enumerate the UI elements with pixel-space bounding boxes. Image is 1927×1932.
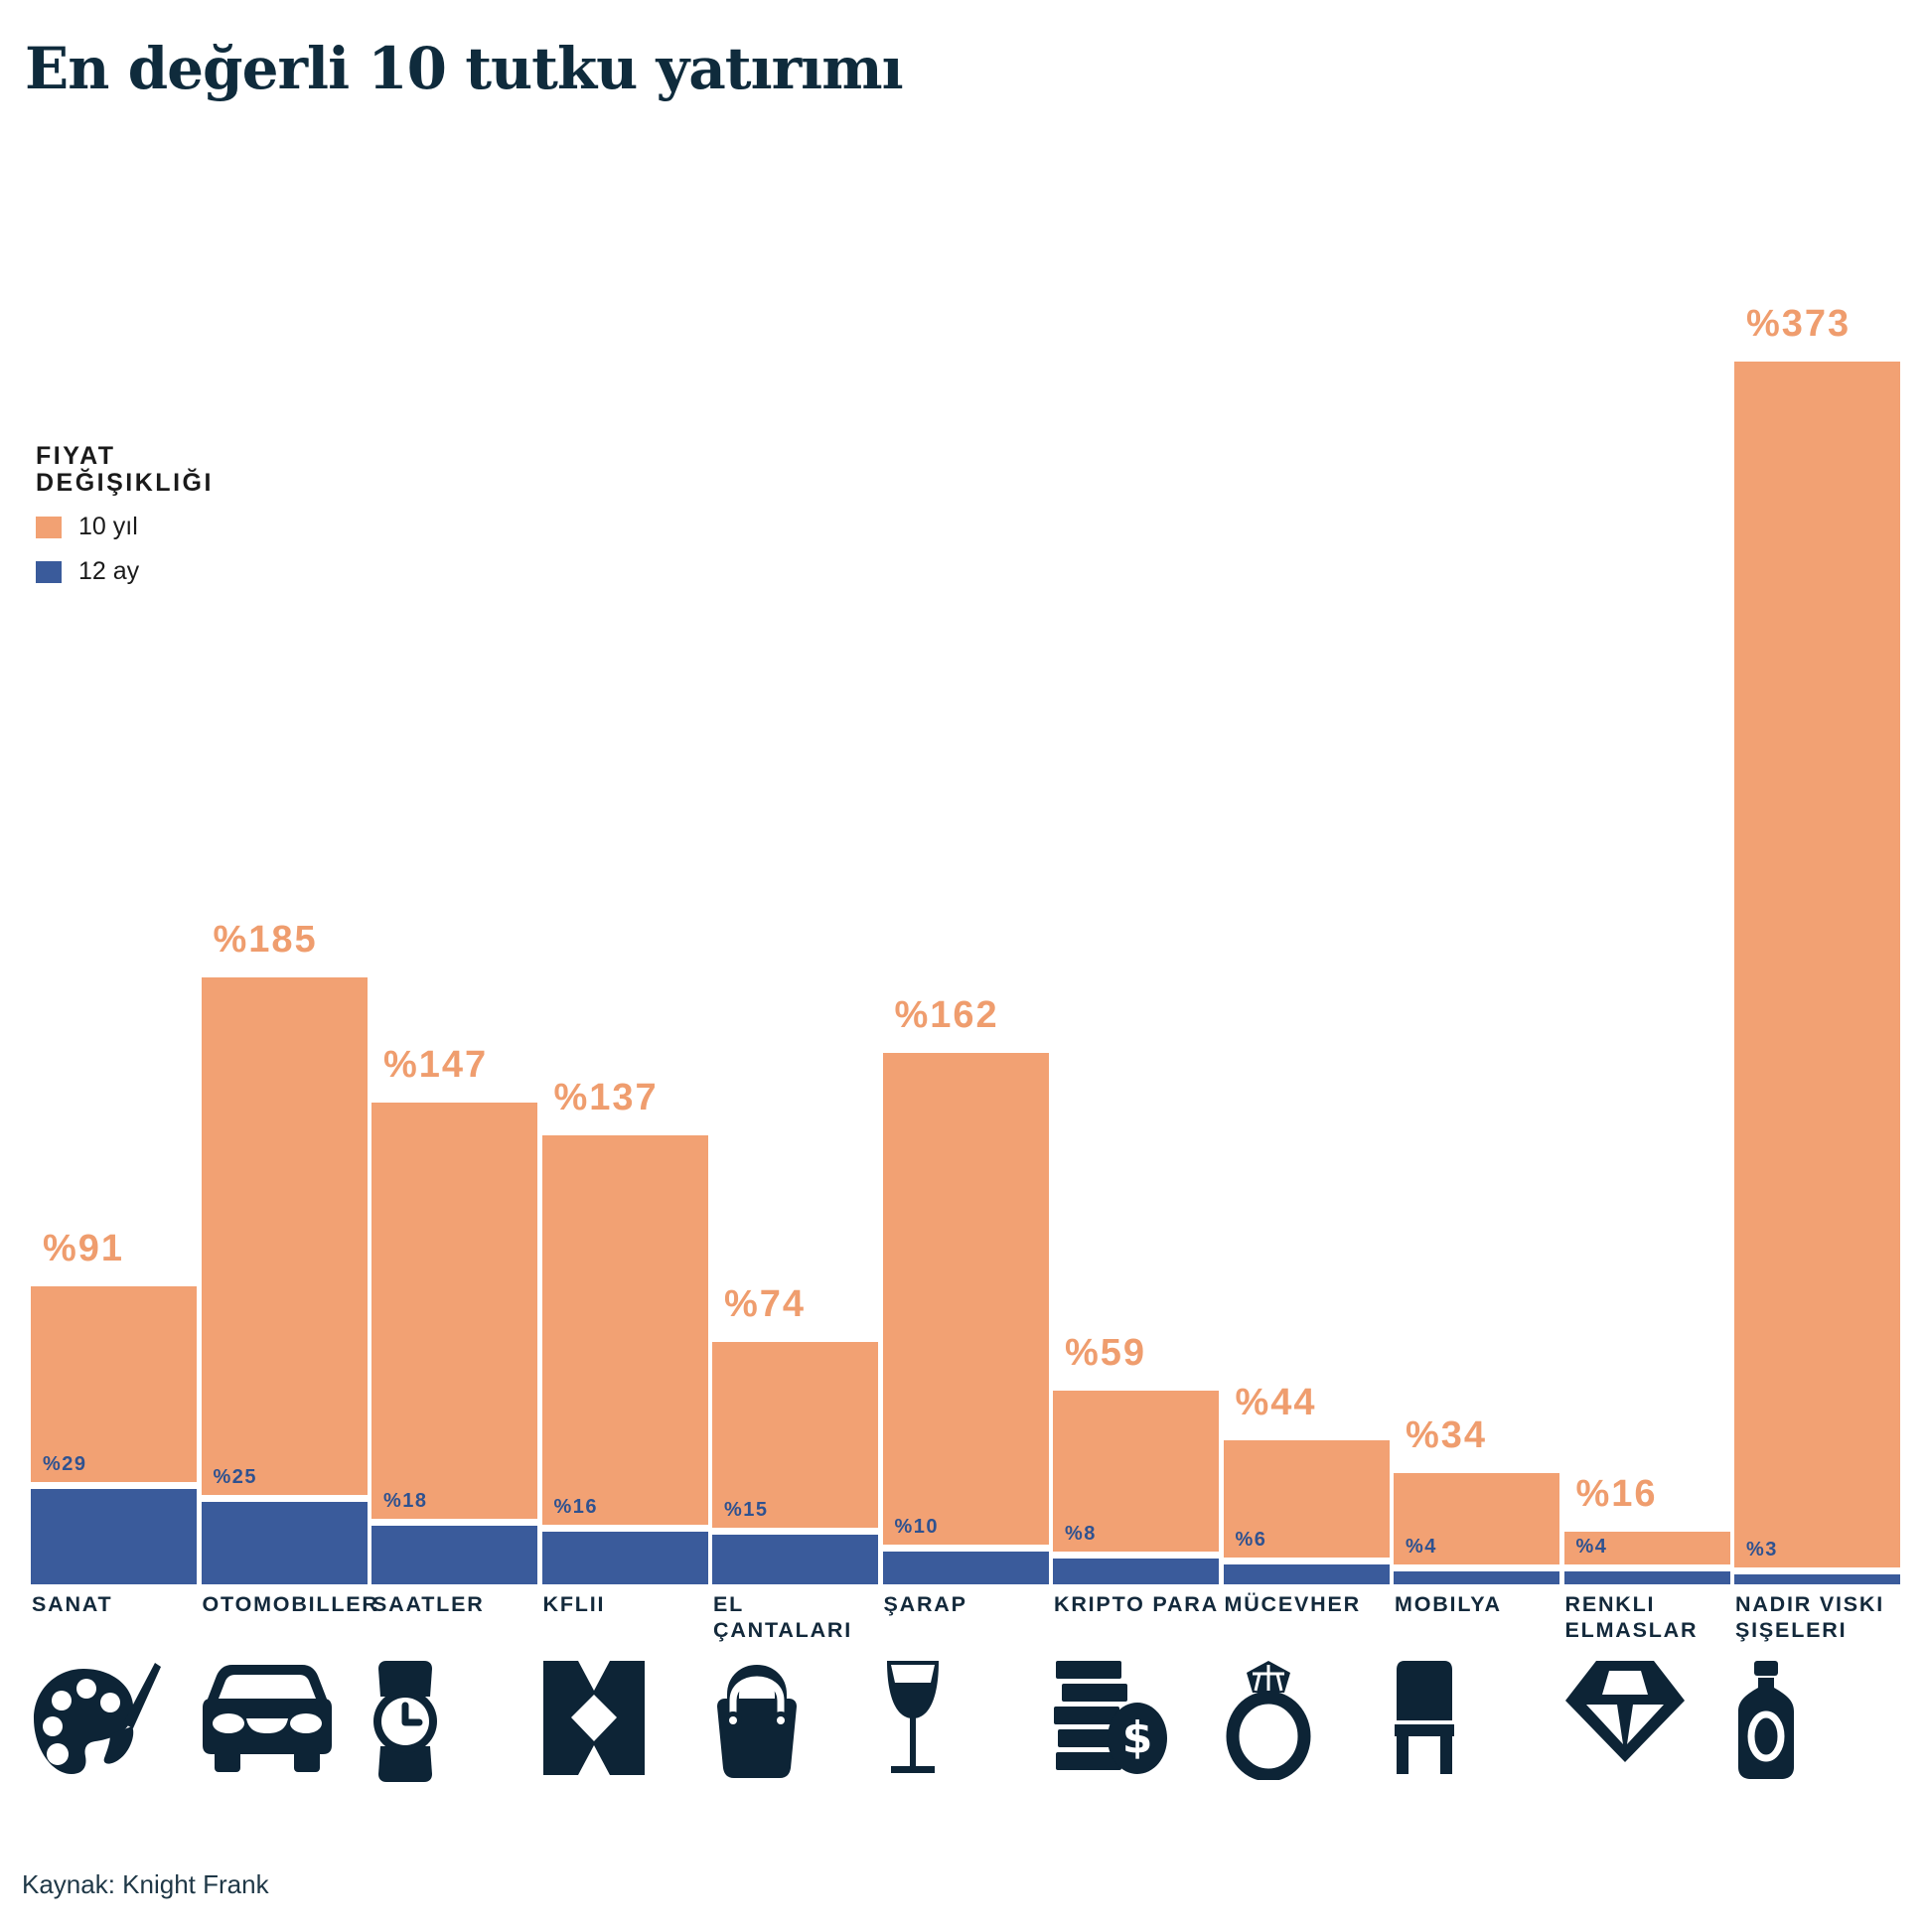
page-title: En değerli 10 tutku yatırımı	[25, 34, 904, 102]
whisky-bottle-icon	[1735, 1661, 1797, 1780]
ten-year-value-label: %185	[213, 919, 318, 961]
legend-title: FIYAT DEĞIŞIKLIĞI	[36, 442, 214, 497]
source-note: Kaynak: Knight Frank	[22, 1869, 269, 1899]
diamond-icon	[1564, 1661, 1685, 1762]
ten-year-bar	[31, 1286, 197, 1584]
category-label: RENKLI ELMASLAR	[1564, 1592, 1699, 1642]
wine-glass-icon	[884, 1661, 942, 1780]
handbag-icon	[713, 1661, 801, 1778]
twelve-month-bar	[1563, 1564, 1730, 1584]
ten-year-value-label: %137	[553, 1077, 659, 1118]
car-icon	[202, 1661, 332, 1776]
ten-year-value-label: %34	[1406, 1414, 1488, 1456]
category-label: MOBILYA	[1395, 1592, 1502, 1616]
legend-label-10yr: 10 yıl	[78, 513, 138, 540]
ten-year-value-label: %147	[383, 1044, 489, 1086]
ten-year-value-label: %91	[43, 1228, 125, 1269]
category-label: NADIR VISKI ŞIŞELERI	[1735, 1592, 1885, 1642]
bar-column: %185 %25 OTOMOBILLER	[201, 0, 377, 1772]
legend: FIYAT DEĞIŞIKLIĞI 10 yıl 12 ay	[36, 443, 214, 586]
category-label: OTOMOBILLER	[202, 1592, 379, 1616]
twelve-month-bar	[201, 1495, 368, 1584]
legend-label-12mo: 12 ay	[78, 557, 140, 585]
twelve-month-value-label: %4	[1575, 1536, 1608, 1558]
twelve-month-bar	[1053, 1552, 1219, 1584]
ten-year-bar	[1053, 1391, 1219, 1584]
ten-year-bar	[1734, 362, 1900, 1584]
bar-column: %137 %16 KFLII	[541, 0, 708, 1775]
ten-year-bar	[371, 1103, 537, 1584]
twelve-month-bar	[541, 1525, 708, 1584]
ten-year-bar	[712, 1342, 878, 1584]
ten-year-swatch	[36, 516, 62, 538]
category-label: ŞARAP	[883, 1592, 967, 1616]
ten-year-value-label: %59	[1065, 1332, 1147, 1374]
watch-icon	[372, 1661, 438, 1782]
category-label: EL ÇANTALARI	[713, 1592, 853, 1642]
ten-year-bar	[1223, 1440, 1390, 1584]
twelve-month-bar	[371, 1519, 537, 1584]
twelve-month-value-label: %3	[1746, 1539, 1778, 1560]
ten-year-value-label: %16	[1575, 1473, 1658, 1515]
ten-year-bar	[201, 977, 368, 1584]
bar-column: %44 %6 MÜCEVHER	[1223, 0, 1390, 1780]
twelve-month-swatch	[36, 560, 62, 583]
bar-column: %34 %4 MOBILYA	[1394, 0, 1559, 1774]
ten-year-bar	[882, 1053, 1049, 1584]
ten-year-value-label: %373	[1746, 303, 1852, 345]
category-label: KRIPTO PARA	[1054, 1592, 1219, 1616]
ten-year-value-label: %44	[1235, 1382, 1317, 1423]
bar-column: %147 %18 SAATLER	[371, 0, 537, 1782]
coins-icon: $	[1054, 1661, 1167, 1776]
legend-item-10yr: 10 yıl	[36, 513, 214, 541]
twelve-month-bar	[1223, 1558, 1390, 1584]
chair-icon	[1395, 1661, 1454, 1774]
kflii-logo-icon	[542, 1661, 645, 1775]
ten-year-value-label: %74	[724, 1283, 807, 1325]
twelve-month-bar	[1394, 1564, 1559, 1584]
twelve-month-value-label: %10	[894, 1516, 940, 1538]
twelve-month-bar	[31, 1482, 197, 1584]
twelve-month-value-label: %4	[1406, 1536, 1437, 1558]
twelve-month-value-label: %16	[553, 1496, 599, 1518]
twelve-month-bar	[1734, 1567, 1900, 1584]
category-label: KFLII	[542, 1592, 606, 1616]
ten-year-bar	[1394, 1473, 1559, 1584]
bar-chart: %91 %29 SANAT %185 %25 OTOMOBILLER %147 …	[31, 0, 1900, 1782]
svg-text:$: $	[1122, 1712, 1153, 1763]
ten-year-bar	[1563, 1532, 1730, 1584]
bar-column: %59 %8 KRIPTO PARA $	[1053, 0, 1219, 1774]
twelve-month-value-label: %25	[213, 1466, 258, 1488]
category-label: SAATLER	[372, 1592, 485, 1616]
twelve-month-value-label: %18	[383, 1490, 428, 1512]
twelve-month-value-label: %6	[1235, 1529, 1267, 1551]
twelve-month-value-label: %15	[724, 1499, 769, 1521]
palette-icon	[32, 1661, 161, 1782]
bar-column: %74 %15 EL ÇANTALARI	[712, 0, 878, 1778]
ring-icon	[1225, 1661, 1312, 1780]
legend-item-12mo: 12 ay	[36, 557, 214, 586]
category-label: SANAT	[32, 1592, 113, 1616]
ten-year-bar	[541, 1135, 708, 1584]
bar-column: %91 %29 SANAT	[31, 0, 197, 1774]
twelve-month-value-label: %8	[1065, 1523, 1097, 1545]
twelve-month-bar	[712, 1528, 878, 1584]
bar-column: %16 %4 RENKLI ELMASLAR	[1563, 0, 1730, 1762]
ten-year-value-label: %162	[894, 994, 999, 1036]
bar-column: %162 %10 ŞARAP	[882, 0, 1049, 1773]
twelve-month-value-label: %29	[43, 1453, 87, 1475]
bar-column: %373 %3 NADIR VISKI ŞIŞELERI	[1734, 0, 1900, 1779]
twelve-month-bar	[882, 1545, 1049, 1584]
category-label: MÜCEVHER	[1224, 1592, 1361, 1616]
